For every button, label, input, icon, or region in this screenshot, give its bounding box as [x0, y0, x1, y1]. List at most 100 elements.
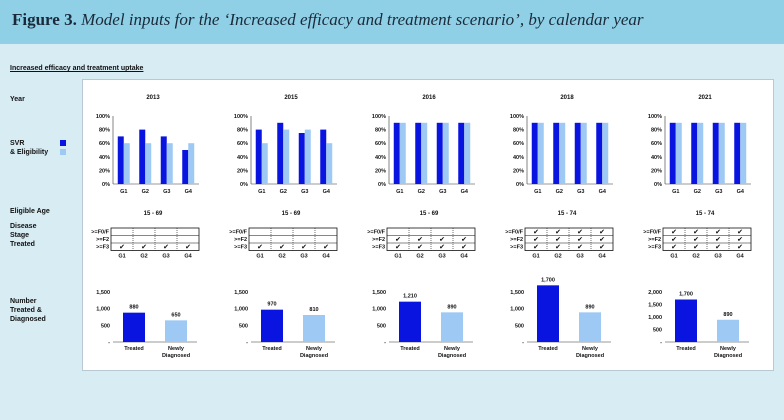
- count-ytick-label: 1,000: [648, 315, 662, 321]
- row-label-number: Number Treated & Diagnosed: [10, 297, 46, 324]
- year-panel-2021: 2021 0% 20% 40% 60% 80% 100% G1 G2 G3 G4 15 - 74 >=F…: [643, 95, 752, 359]
- stage-check-mark: ✔: [555, 237, 561, 244]
- svr-ytick-label: 0%: [240, 182, 248, 188]
- stage-column-label: G4: [598, 254, 606, 260]
- svr-category-label: G4: [185, 189, 193, 195]
- count-category-label: Newly: [306, 346, 323, 352]
- svr-bar: [712, 122, 719, 184]
- svr-ytick-label: 80%: [237, 128, 248, 134]
- stage-row-label: >=F0/F: [229, 230, 247, 236]
- stage-check-mark: ✔: [693, 237, 699, 244]
- svr-ytick-label: 20%: [99, 168, 110, 174]
- svr-bar: [734, 122, 741, 184]
- treated-bar: [537, 285, 559, 342]
- stage-check-mark: ✔: [715, 237, 721, 244]
- svr-bar: [182, 150, 189, 184]
- svr-ytick-label: 100%: [234, 114, 248, 120]
- eligibility-bar: [304, 129, 311, 184]
- stage-check-mark: ✔: [257, 244, 263, 251]
- stage-check-mark: ✔: [737, 229, 743, 236]
- svr-ytick-label: 100%: [372, 114, 386, 120]
- stage-check-mark: ✔: [417, 237, 423, 244]
- row-label-stage: Disease Stage Treated: [10, 222, 36, 249]
- svr-ytick-label: 80%: [375, 128, 386, 134]
- row-label-svr-line2: & Eligibility: [10, 149, 49, 156]
- treated-bar: [123, 312, 145, 342]
- count-category-label: Treated: [262, 346, 282, 352]
- stage-row-label: >=F0/F: [643, 230, 661, 236]
- count-category-label: Newly: [168, 346, 185, 352]
- count-data-label: 890: [723, 312, 732, 318]
- stage-column-label: G4: [322, 254, 330, 260]
- stage-column-label: G2: [692, 254, 699, 260]
- stage-column-label: G3: [576, 254, 583, 260]
- count-ytick-label: 1,000: [510, 307, 524, 313]
- stage-column-label: G4: [736, 254, 744, 260]
- eligibility-bar: [188, 143, 195, 184]
- eligibility-bar: [697, 122, 704, 184]
- stage-check-mark: ✔: [119, 244, 125, 251]
- svr-ytick-label: 60%: [375, 141, 386, 147]
- eligible-age-value: 15 - 69: [420, 211, 439, 217]
- svr-category-label: G1: [396, 189, 403, 195]
- svr-ytick-label: 60%: [99, 141, 110, 147]
- stage-check-mark: ✔: [737, 237, 743, 244]
- svr-bar: [553, 122, 560, 184]
- svr-bar: [596, 122, 603, 184]
- count-category-label: Diagnosed: [576, 353, 604, 359]
- count-ytick-label: 2,000: [648, 290, 662, 296]
- year-label: 2016: [422, 95, 436, 101]
- stage-check-mark: ✔: [163, 244, 169, 251]
- svr-bar: [160, 136, 167, 184]
- year-panel-2018: 2018 0% 20% 40% 60% 80% 100% G1 G2 G3 G4 15 - 74 >=F…: [505, 95, 614, 359]
- eligibility-bar: [166, 143, 173, 184]
- stage-check-mark: ✔: [461, 237, 467, 244]
- row-label-svr: SVR & Eligibility: [10, 139, 48, 157]
- count-category-label: Treated: [400, 346, 420, 352]
- count-ytick-label: 1,000: [234, 307, 248, 313]
- svr-category-label: G2: [694, 189, 701, 195]
- stage-check-mark: ✔: [671, 237, 677, 244]
- count-ytick-label: 1,000: [372, 307, 386, 313]
- svr-ytick-label: 40%: [237, 155, 248, 161]
- diagnosed-bar: [717, 319, 739, 342]
- svr-category-label: G2: [280, 189, 287, 195]
- count-data-label: 970: [267, 302, 276, 308]
- figure-banner: Figure 3. Model inputs for the ‘Increase…: [0, 0, 784, 44]
- count-ytick-label: 500: [101, 323, 110, 329]
- stage-check-mark: ✔: [461, 244, 467, 251]
- stage-column-label: G4: [460, 254, 468, 260]
- svr-category-label: G4: [323, 189, 331, 195]
- year-label: 2013: [146, 95, 160, 101]
- figure-caption: Model inputs for the ‘Increased efficacy…: [81, 10, 644, 29]
- count-ytick-label: -: [108, 340, 110, 346]
- stage-check-mark: ✔: [577, 237, 583, 244]
- eligibility-bar: [421, 122, 428, 184]
- svr-ytick-label: 60%: [237, 141, 248, 147]
- count-data-label: 1,210: [403, 294, 417, 300]
- stage-check-mark: ✔: [577, 244, 583, 251]
- figure-title: Figure 3. Model inputs for the ‘Increase…: [12, 10, 644, 30]
- svr-bar: [277, 122, 284, 184]
- count-category-label: Diagnosed: [714, 353, 742, 359]
- count-data-label: 880: [129, 305, 138, 311]
- stage-row-label: >=F0/F: [91, 230, 109, 236]
- eligibility-bar: [464, 122, 471, 184]
- svr-ytick-label: 100%: [648, 114, 662, 120]
- svr-ytick-label: 20%: [651, 168, 662, 174]
- svr-ytick-label: 60%: [651, 141, 662, 147]
- stage-check-mark: ✔: [185, 244, 191, 251]
- svr-category-label: G3: [163, 189, 170, 195]
- svr-category-label: G2: [556, 189, 563, 195]
- count-data-label: 810: [309, 307, 318, 313]
- svr-ytick-label: 100%: [510, 114, 524, 120]
- row-label-stage-line2: Stage: [10, 232, 30, 239]
- year-label: 2018: [560, 95, 574, 101]
- svr-category-label: G4: [599, 189, 607, 195]
- count-ytick-label: 500: [515, 323, 524, 329]
- svr-ytick-label: 80%: [513, 128, 524, 134]
- stage-row-label: >=F2: [648, 237, 661, 243]
- svr-category-label: G4: [461, 189, 469, 195]
- stage-column-label: G1: [118, 254, 125, 260]
- svr-ytick-label: 40%: [99, 155, 110, 161]
